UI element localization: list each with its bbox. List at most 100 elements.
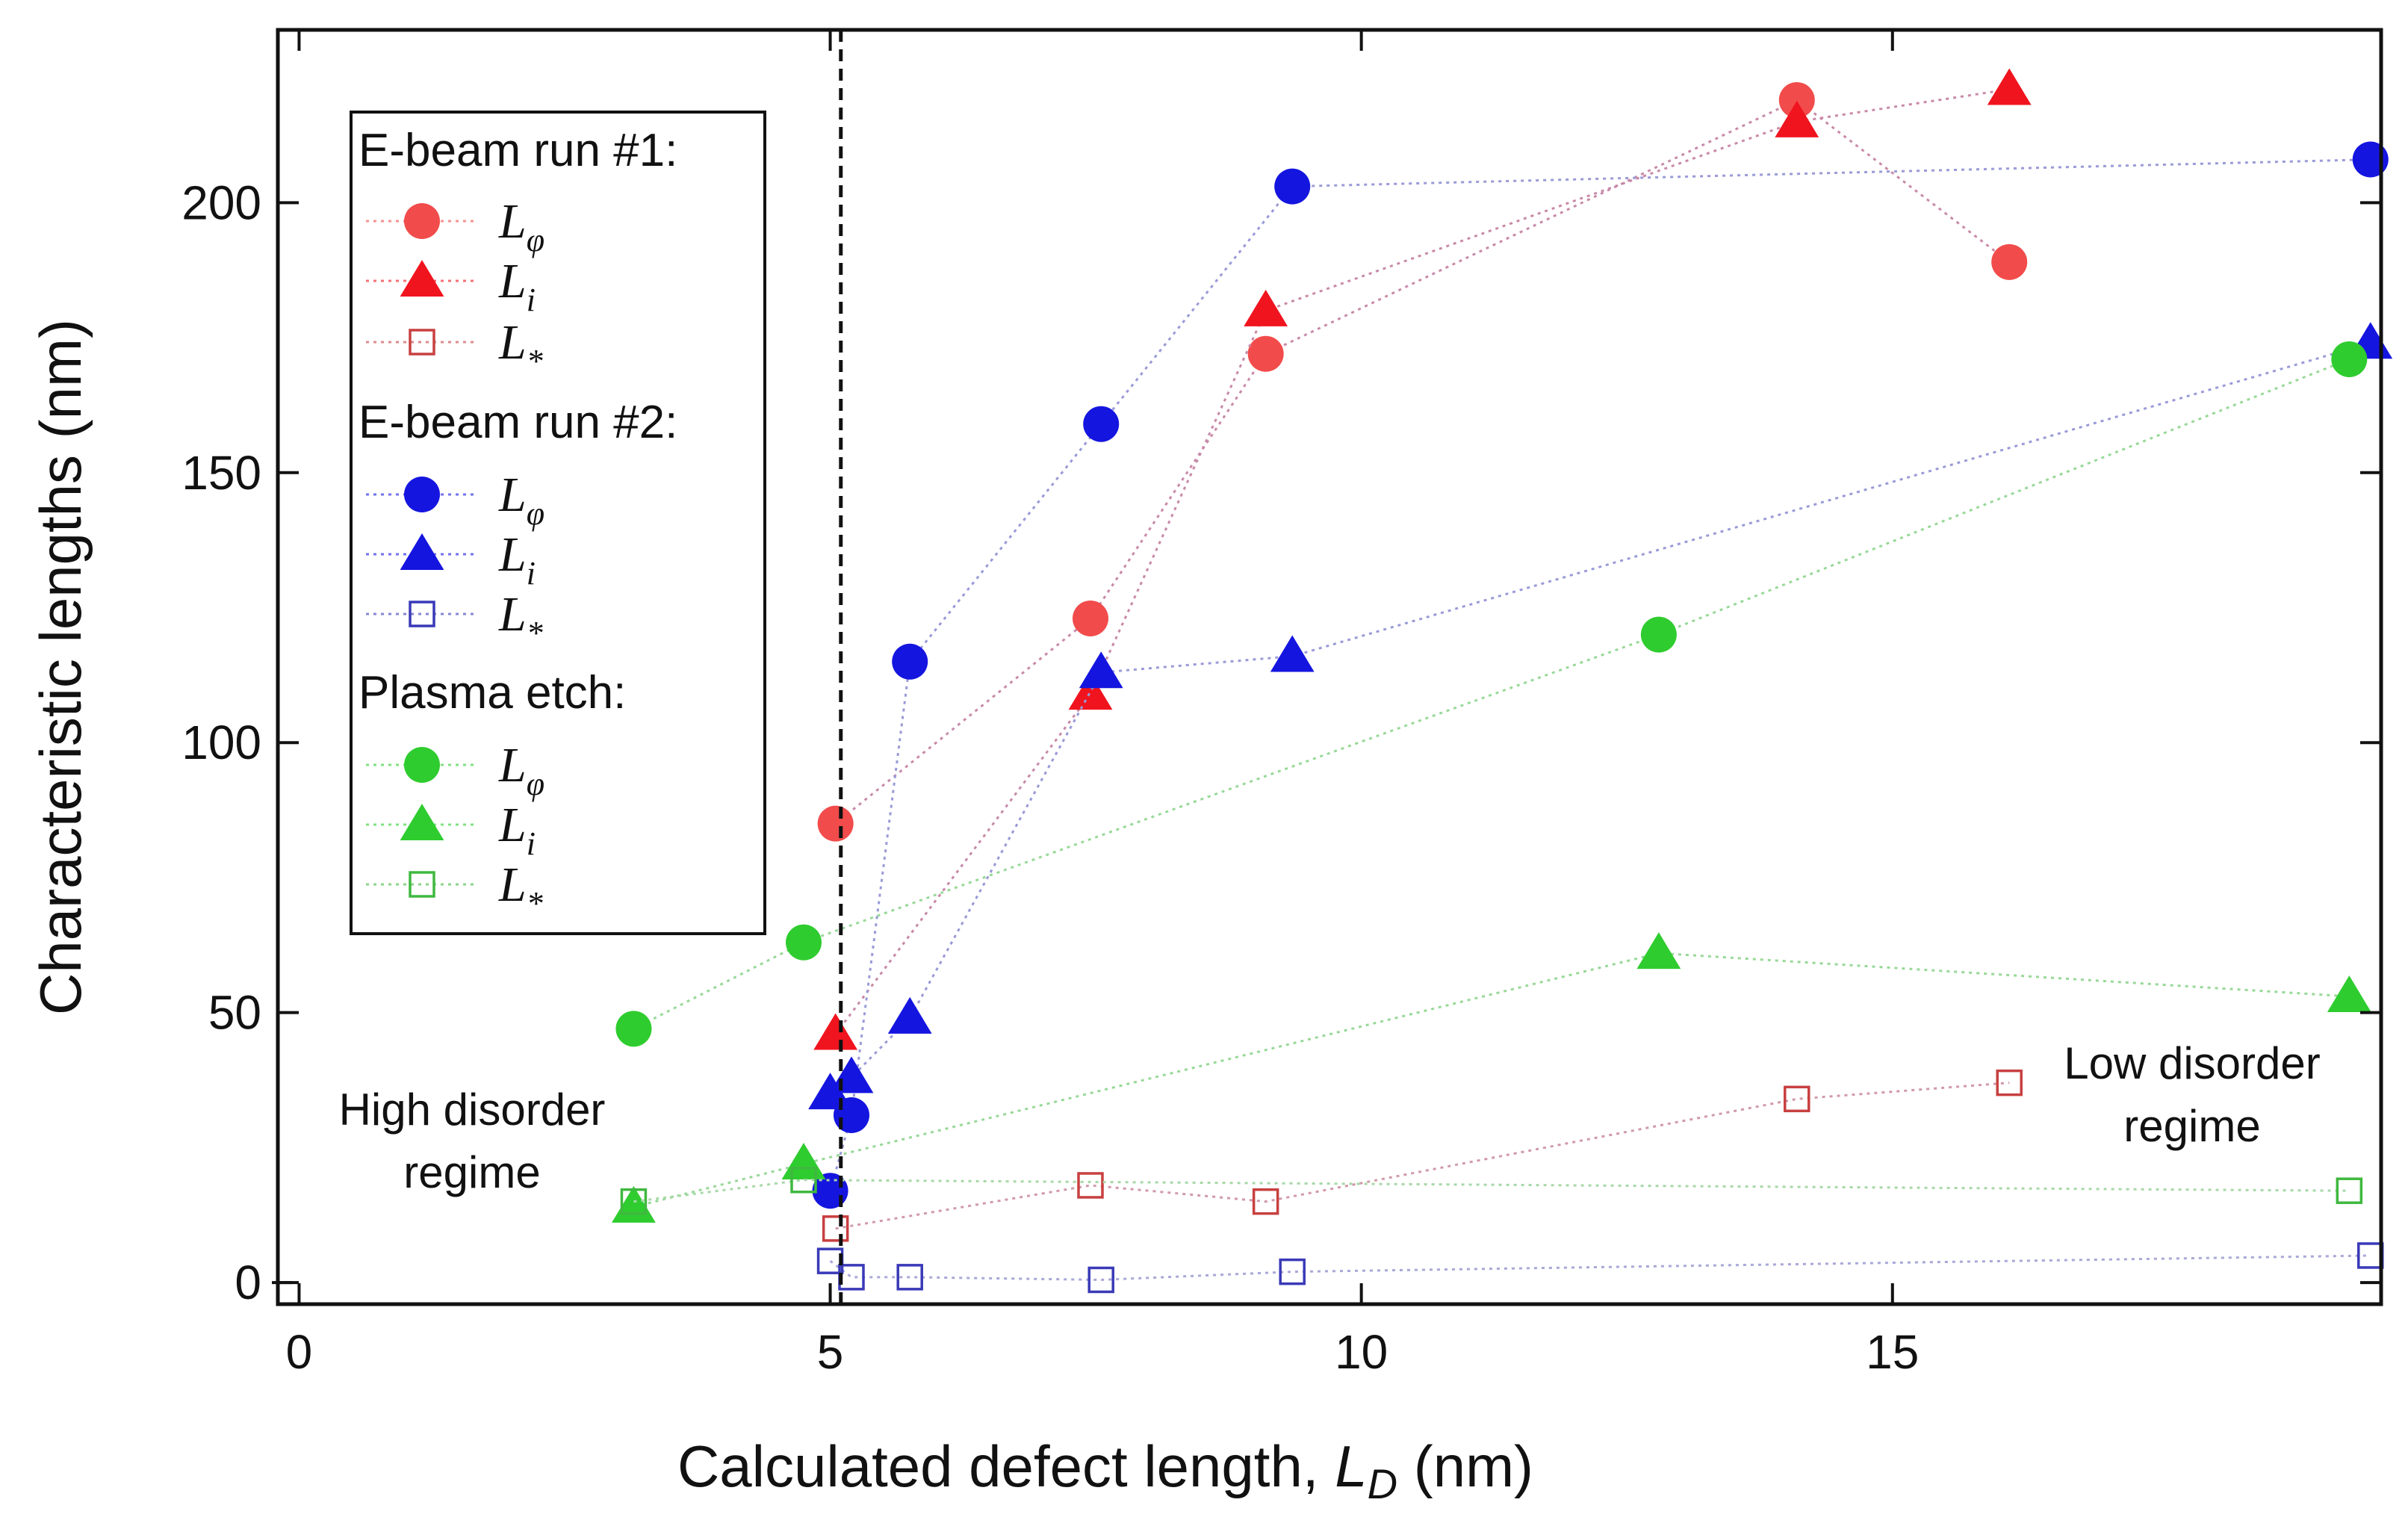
x-axis-label-units: (nm): [1397, 1433, 1533, 1499]
data-point-square: [1077, 1172, 1104, 1199]
legend-group-label: E-beam run #1:: [359, 125, 677, 176]
series-line: [835, 1082, 2010, 1230]
legend-marker-triangle: [400, 804, 444, 840]
legend-symbol-sub: i: [527, 825, 536, 862]
legend-symbol: Lφ: [498, 738, 544, 802]
x-tick-label: 15: [1866, 1325, 1919, 1379]
legend-symbol-sub: φ: [527, 495, 544, 532]
legend-symbol-sub: φ: [527, 222, 544, 258]
data-point-square: [822, 1215, 849, 1242]
legend-marker-circle: [404, 477, 440, 512]
legend-symbol-sub: *: [527, 615, 543, 651]
data-point-square: [1996, 1069, 2023, 1097]
legend-marker-square: [409, 601, 435, 627]
data-point-circle: [1274, 168, 1311, 205]
legend-symbol-main: L: [498, 587, 527, 642]
legend-item: Lφ: [366, 194, 544, 258]
data-point-circle: [615, 1011, 652, 1047]
legend-symbol: L*: [498, 315, 543, 379]
series-line: [829, 158, 2371, 1191]
data-point-square: [1279, 1258, 1306, 1285]
legend-symbol: Li: [498, 254, 536, 318]
legend-symbol-main: L: [498, 254, 527, 308]
legend-symbol-sub: i: [527, 282, 536, 318]
legend-item: L*: [366, 315, 543, 379]
y-tick-label: 50: [208, 986, 261, 1040]
legend-symbol-sub: φ: [527, 766, 544, 802]
legend: E-beam run #1: E-beam run #2: Plasma etc…: [350, 111, 766, 935]
x-tick-label: 0: [286, 1325, 313, 1379]
data-point-square: [2336, 1177, 2363, 1204]
legend-box: [350, 111, 766, 935]
series-8: [620, 1166, 2363, 1215]
data-point-circle: [1073, 600, 1108, 636]
legend-symbol-sub: *: [527, 885, 543, 922]
data-point-circle: [786, 924, 822, 961]
series-6: [615, 341, 2368, 1047]
legend-symbol-main: L: [498, 315, 527, 370]
x-axis-label-text: Calculated defect length,: [677, 1433, 1335, 1499]
legend-marker-circle: [404, 747, 440, 783]
data-point-triangle: [1244, 289, 1288, 326]
series-line: [829, 341, 2371, 1095]
data-point-circle: [2331, 341, 2368, 377]
data-point-square: [620, 1188, 648, 1215]
data-point-triangle: [1775, 100, 1819, 137]
legend-group-label: Plasma etch:: [359, 667, 626, 719]
x-tick-label: 10: [1335, 1325, 1388, 1379]
legend-marker-triangle: [400, 533, 444, 570]
data-point-triangle: [1636, 932, 1681, 970]
data-point-circle: [1991, 244, 2028, 280]
legend-item: L*: [366, 587, 543, 651]
annotation-high-line-1: High disorder: [339, 1085, 606, 1135]
data-point-circle: [817, 805, 854, 842]
legend-item: Lφ: [366, 738, 544, 802]
data-point-circle: [1778, 81, 1815, 118]
annotation-high-line-2: regime: [403, 1147, 540, 1197]
annotation-high-disorder: High disorder regime: [339, 1085, 606, 1197]
annotation-low-disorder: Low disorder regime: [2064, 1038, 2321, 1151]
legend-symbol: Li: [498, 798, 536, 862]
legend-symbol: Li: [498, 527, 536, 592]
data-point-square: [1087, 1266, 1114, 1294]
data-point-square: [896, 1264, 923, 1291]
y-tick-label: 100: [181, 716, 261, 769]
annotation-low-line-1: Low disorder: [2064, 1038, 2321, 1088]
data-point-square: [1252, 1188, 1279, 1215]
series-0: [817, 81, 2028, 842]
data-point-triangle: [1079, 651, 1123, 689]
y-axis-label: Characteristic lengths (nm): [28, 319, 93, 1015]
series-1: [813, 68, 2032, 1050]
legend-symbol: L*: [498, 587, 543, 651]
legend-symbol: Lφ: [498, 194, 544, 258]
legend-symbol-main: L: [498, 738, 527, 793]
series-line: [829, 1254, 2371, 1281]
data-point-triangle: [887, 996, 932, 1034]
data-point-triangle: [813, 1013, 858, 1050]
legend-item: L*: [366, 857, 543, 922]
legend-marker-circle: [404, 203, 440, 239]
legend-symbol-main: L: [498, 194, 527, 249]
plot-frame: [276, 28, 2383, 1306]
legend-symbol: L*: [498, 857, 543, 922]
legend-symbol-main: L: [498, 798, 527, 852]
data-point-circle: [892, 643, 928, 680]
data-point-triangle: [1068, 673, 1113, 710]
series-line: [633, 358, 2350, 1030]
legend-marker-square: [409, 329, 435, 356]
legend-item: Li: [366, 798, 536, 862]
annotation-low-line-2: regime: [2123, 1101, 2260, 1151]
legend-item: Li: [366, 254, 536, 318]
legend-symbol: Lφ: [498, 468, 544, 532]
data-point-circle: [1083, 406, 1120, 442]
data-point-triangle: [1270, 635, 1315, 672]
x-axis-label-subscript: D: [1368, 1460, 1397, 1507]
legend-symbol-sub: *: [527, 343, 543, 379]
series-5: [816, 1242, 2384, 1294]
legend-symbol-main: L: [498, 527, 527, 582]
x-axis-label: Calculated defect length, LD (nm): [677, 1433, 1533, 1507]
data-point-circle: [1247, 335, 1284, 372]
